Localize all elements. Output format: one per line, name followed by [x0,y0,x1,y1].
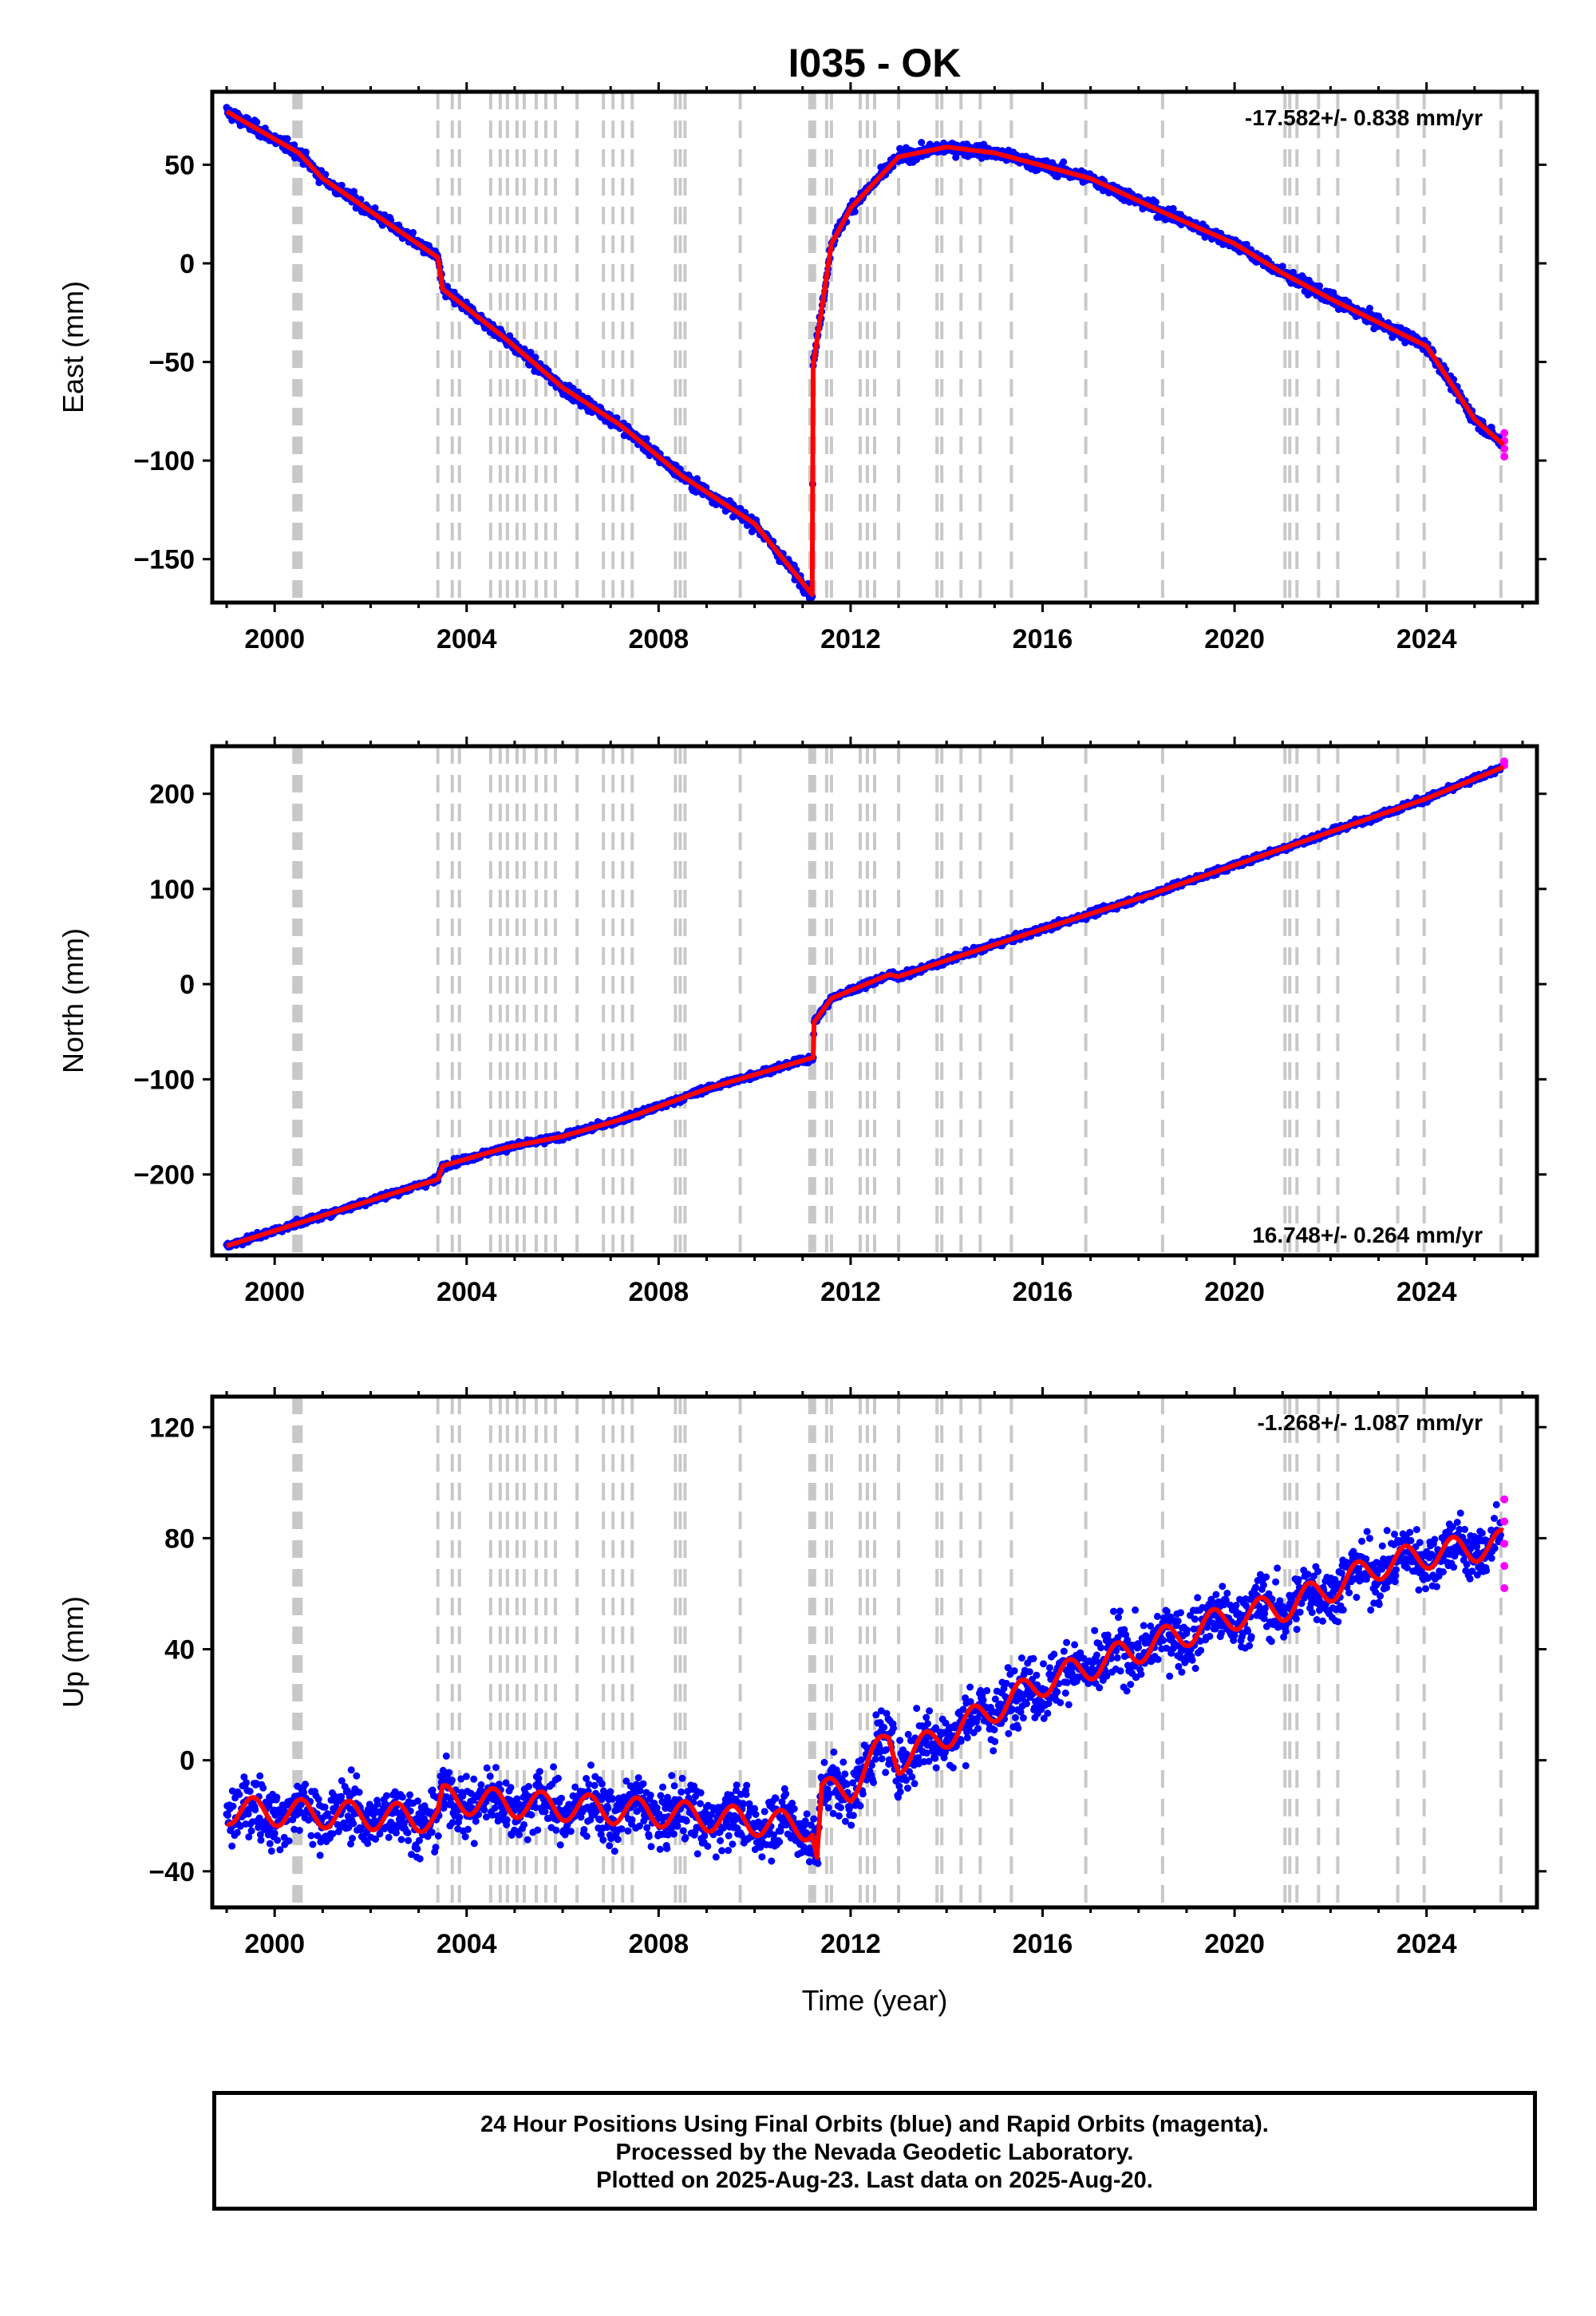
x-tick-label: 2024 [1396,1277,1457,1307]
y-tick-label: 40 [164,1635,195,1666]
model-line-north [226,765,1505,1248]
x-tick-label: 2024 [1396,624,1457,654]
x-tick-label: 2020 [1204,1929,1265,1959]
panel-east: 2000 2004 2008 2012 2016 2020 2024 −150 −100 −50 0… [57,82,1547,654]
rapid-orbit-point [1500,429,1509,437]
rapid-orbit-point [1500,1562,1509,1571]
rapid-orbit-point [1500,1495,1509,1504]
y-tick-label: −50 [148,348,195,378]
panels-group: 2000 2004 2008 2012 2016 2020 2024−150−100−500… [57,82,1547,1959]
x-tick-label: 2020 [1204,624,1265,654]
rapid-orbit-point [1500,453,1509,461]
x-tick-label: 2012 [820,1277,881,1307]
x-tick-label: 2004 [437,1929,497,1959]
x-tick-label: 2024 [1396,1929,1457,1959]
final-orbit-points-up [223,1500,1504,1867]
y-axis-label-up: Up (mm) [57,1596,89,1708]
caption-line-1: 24 Hour Positions Using Final Orbits (bl… [480,2112,1269,2137]
x-tick-label: 2012 [820,624,881,654]
y-tick-label: 120 [149,1413,195,1443]
caption-line-3: Plotted on 2025-Aug-23. Last data on 202… [596,2168,1153,2193]
y-tick-label: 0 [180,249,195,279]
x-tick-label: 2000 [244,1929,305,1959]
velocity-rate-east: -17.582+/- 0.838 mm/yr [1245,105,1483,130]
plot-frame-up [210,1394,1539,1910]
y-tick-label: 50 [164,150,195,180]
caption-box: 24 Hour Positions Using Final Orbits (bl… [212,2091,1537,2211]
caption-line-2: Processed by the Nevada Geodetic Laborat… [615,2140,1134,2165]
rapid-orbit-point [1500,1517,1509,1526]
x-tick-label: 2000 [244,1277,305,1307]
y-tick-label: 100 [149,875,195,905]
x-tick-label: 2008 [629,1929,689,1959]
plot-area-north [223,746,1509,1255]
y-axis-label-east: East (mm) [57,281,89,413]
y-tick-label: −100 [133,446,195,476]
y-tick-label: 80 [164,1524,195,1554]
y-tick-label: −100 [133,1065,195,1095]
y-axis-label-north: North (mm) [57,928,89,1073]
plot-frame-north [210,744,1539,1258]
x-tick-label: 2008 [629,1277,689,1307]
x-tick-label: 2016 [1013,1929,1073,1959]
x-tick-label: 2016 [1013,624,1073,654]
y-tick-label: −200 [133,1160,195,1191]
y-tick-label: 200 [149,780,195,810]
velocity-rate-north: 16.748+/- 0.264 mm/yr [1252,1223,1483,1247]
chart-title: I035 - OK [788,41,962,85]
plot-frame-east [210,89,1539,605]
x-tick-label: 2020 [1204,1277,1265,1307]
plot-area-up [223,1397,1509,1907]
rapid-orbit-point [1500,1539,1509,1548]
x-tick-label: 2004 [437,1277,497,1307]
panel-up: 2000 2004 2008 2012 2016 2020 2024 −40 0 40 80 120 U… [57,1387,1547,1959]
y-tick-label: 0 [180,970,195,1000]
final-orbit-points-east [223,104,1504,603]
plot-area-east [223,92,1509,603]
x-tick-label: 2008 [629,624,689,654]
y-tick-label: 0 [180,1746,195,1777]
model-line-east [225,109,1505,598]
rapid-orbit-point [1500,757,1509,766]
rapid-orbit-point [1500,1584,1509,1592]
x-tick-label: 2000 [244,624,305,654]
velocity-rate-up: -1.268+/- 1.087 mm/yr [1257,1410,1483,1435]
rapid-orbit-point [1500,445,1509,453]
panel-north: 2000 2004 2008 2012 2016 2020 2024 −200 −100 0 100… [57,737,1547,1307]
x-tick-label: 2012 [820,1929,881,1959]
x-tick-label: 2004 [437,624,497,654]
x-tick-label: 2016 [1013,1277,1073,1307]
x-axis-label: Time (year) [802,1984,948,2017]
y-tick-label: −150 [133,545,195,575]
model-line-up [225,1528,1505,1860]
y-tick-label: −40 [148,1857,195,1887]
